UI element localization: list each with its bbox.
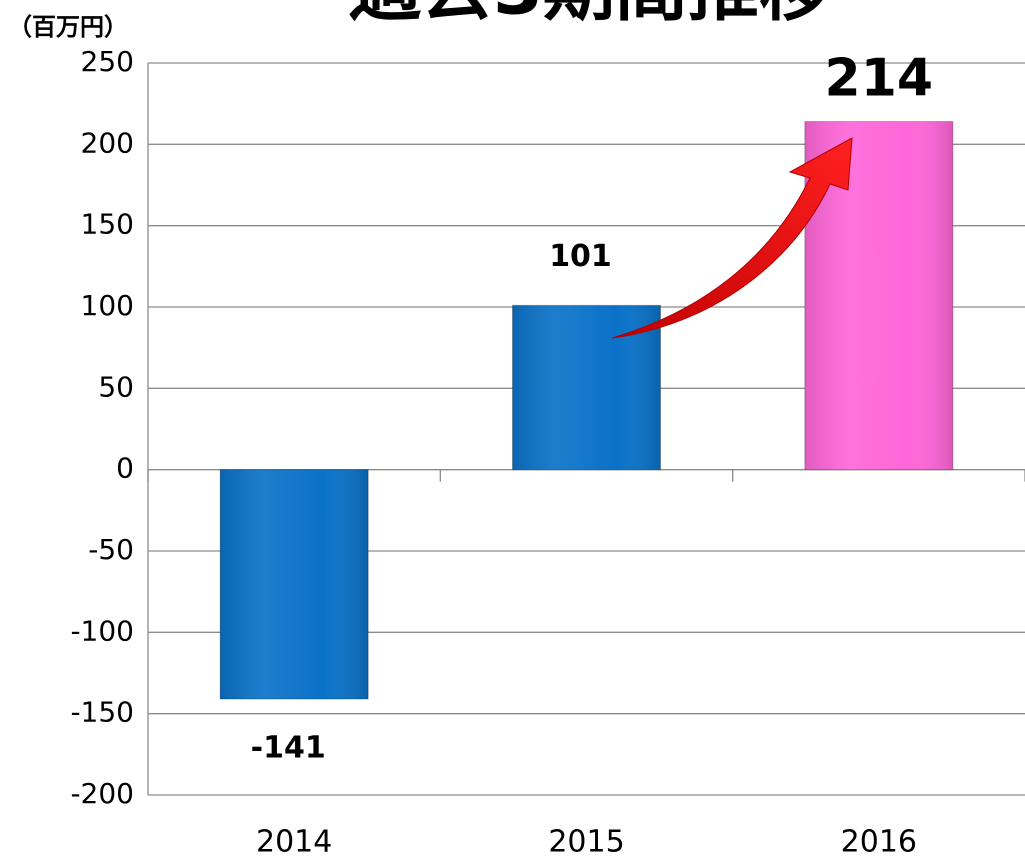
y-tick-label: 200: [81, 126, 134, 159]
y-tick-label: -200: [70, 777, 134, 810]
y-tick-label: 150: [81, 208, 134, 241]
x-tick-label: 2014: [256, 825, 332, 860]
x-tick-label: 2015: [548, 825, 624, 860]
y-tick-label: 50: [98, 370, 134, 403]
y-axis-unit: （百万円）: [8, 13, 128, 41]
y-tick-label: 0: [116, 452, 134, 485]
y-tick-label: 100: [81, 289, 134, 322]
y-tick-label: -100: [70, 614, 134, 647]
y-tick-label: 250: [81, 45, 134, 78]
plot-area: -200 -150 -100 -50 0 50 100 150 200 250 2014 -141 20…: [70, 45, 1025, 860]
bar: [219, 469, 369, 700]
value-label: 101: [549, 239, 612, 274]
chart-title: 過去3期間推移: [349, 0, 831, 31]
growth-arrow: [611, 137, 853, 339]
x-tick-label: 2016: [841, 825, 917, 860]
value-label: 214: [825, 49, 934, 109]
y-tick-label: -150: [70, 696, 134, 729]
y-tick-label: -50: [88, 533, 134, 566]
value-label: -141: [251, 731, 326, 766]
